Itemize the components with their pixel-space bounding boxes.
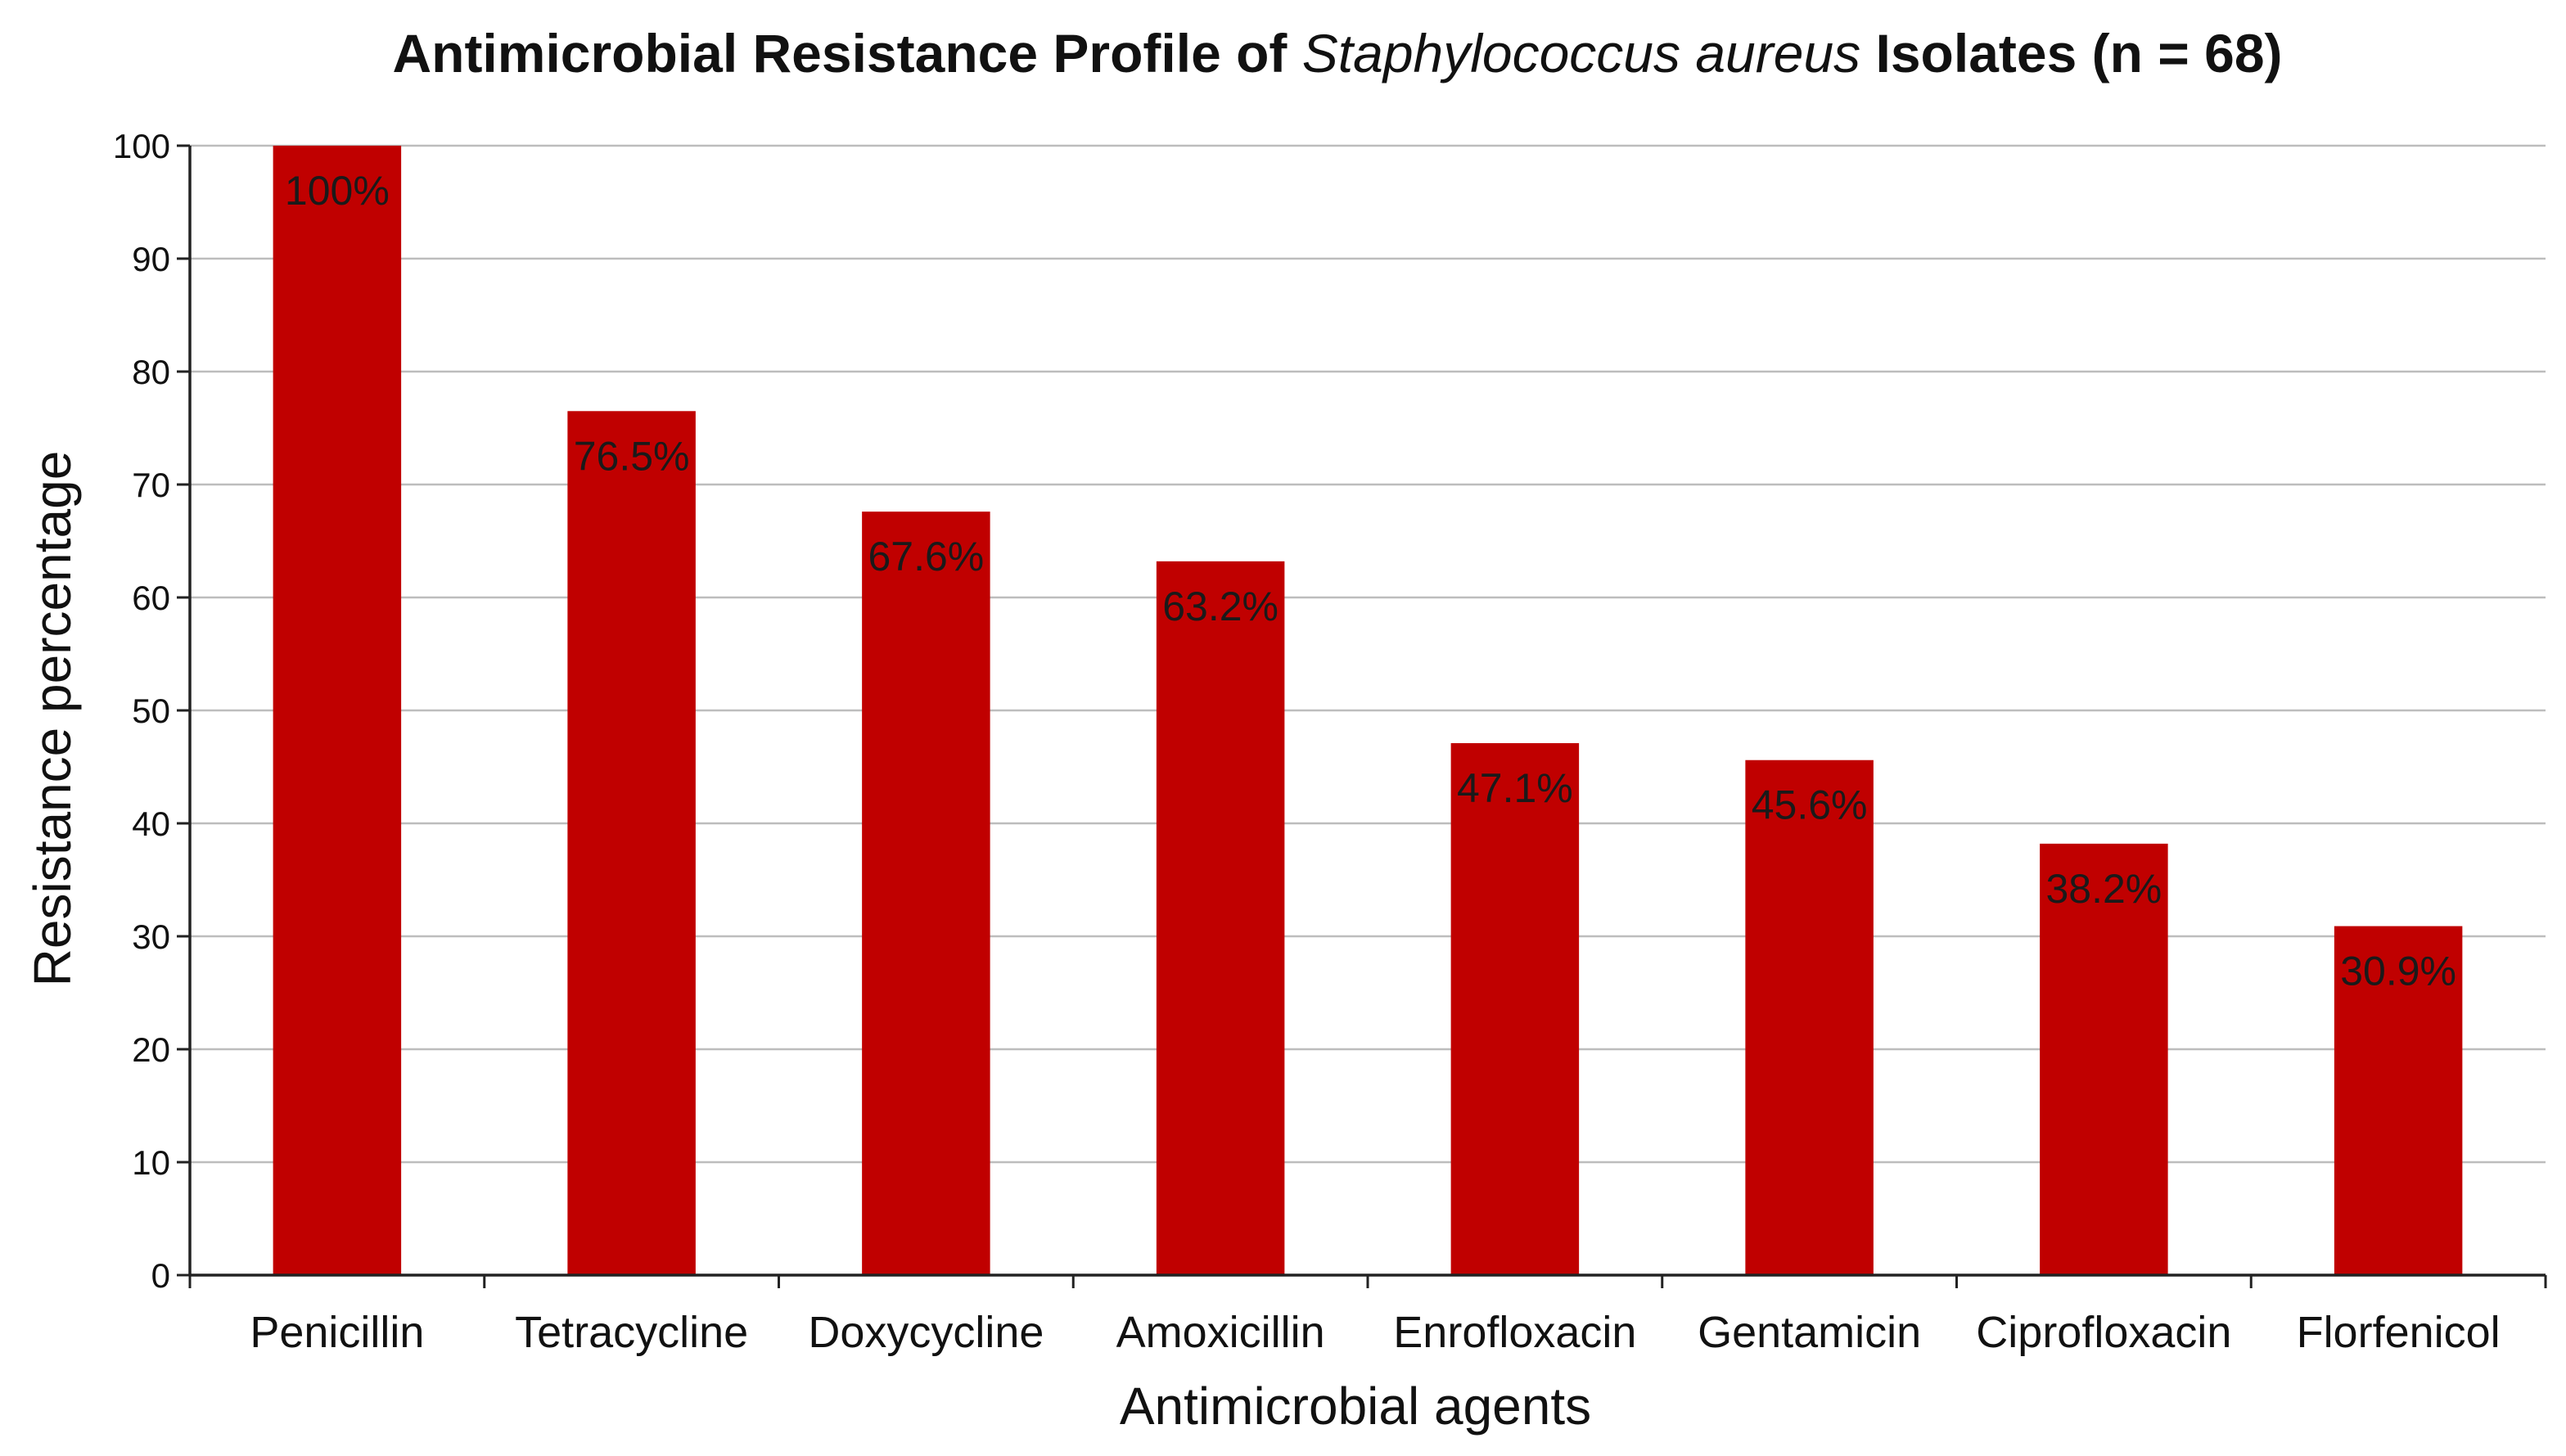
chart-title-organism: Staphylococcus aureus <box>1302 23 1860 83</box>
x-category-label: Doxycycline <box>808 1308 1044 1357</box>
data-label: 67.6% <box>868 534 984 579</box>
data-label: 38.2% <box>2045 866 2162 912</box>
bars <box>273 146 2463 1275</box>
y-tick-labels: 0 10 20 30 40 50 60 70 80 90 100 <box>113 127 170 1295</box>
chart-title: Antimicrobial Resistance Profile of Stap… <box>392 23 2282 83</box>
x-category-label: Amoxicillin <box>1116 1308 1325 1357</box>
y-tick-label: 50 <box>132 692 170 730</box>
x-category-label: Ciprofloxacin <box>1976 1308 2231 1357</box>
x-category-label: Enrofloxacin <box>1393 1308 1636 1357</box>
data-label: 100% <box>285 168 390 214</box>
data-label: 45.6% <box>1752 782 1868 828</box>
chart-title-part-2: Isolates (n = 68) <box>1860 23 2282 83</box>
axes <box>177 144 2547 1288</box>
x-category-labels: Penicillin Tetracycline Doxycycline Amoxici… <box>250 1308 2500 1357</box>
y-tick-label: 10 <box>132 1143 170 1182</box>
data-label: 63.2% <box>1162 584 1278 629</box>
x-category-label: Florfenicol <box>2297 1308 2501 1357</box>
bar <box>2040 843 2168 1275</box>
x-category-label: Tetracycline <box>515 1308 748 1357</box>
y-tick-label: 0 <box>151 1256 170 1295</box>
y-tick-label: 30 <box>132 917 170 956</box>
y-tick-label: 70 <box>132 466 170 504</box>
y-tick-label: 20 <box>132 1030 170 1069</box>
bar <box>2334 926 2463 1275</box>
chart-title-part-1: Antimicrobial Resistance Profile of <box>392 23 1301 83</box>
data-label: 47.1% <box>1457 765 1573 811</box>
bar <box>1156 561 1285 1275</box>
x-category-label: Penicillin <box>250 1308 424 1357</box>
bar <box>1450 743 1580 1275</box>
y-tick-label: 60 <box>132 579 170 617</box>
gridlines <box>190 144 2546 1164</box>
x-category-label: Gentamicin <box>1698 1308 1921 1357</box>
y-tick-label: 40 <box>132 805 170 843</box>
y-tick-label: 90 <box>132 240 170 278</box>
bar <box>567 411 696 1275</box>
data-label: 30.9% <box>2340 949 2456 994</box>
y-axis-title: Resistance percentage <box>23 451 82 987</box>
data-labels: 100% 76.5% 67.6% 63.2% 47.1% 45.6% 38.2% 30.9% <box>285 168 2456 994</box>
bar <box>862 512 990 1275</box>
y-tick-label: 100 <box>113 127 170 165</box>
data-label: 76.5% <box>574 433 690 479</box>
bar <box>1745 760 1874 1275</box>
bar <box>273 146 402 1275</box>
x-axis-title: Antimicrobial agents <box>1120 1377 1591 1436</box>
y-tick-label: 80 <box>132 353 170 391</box>
